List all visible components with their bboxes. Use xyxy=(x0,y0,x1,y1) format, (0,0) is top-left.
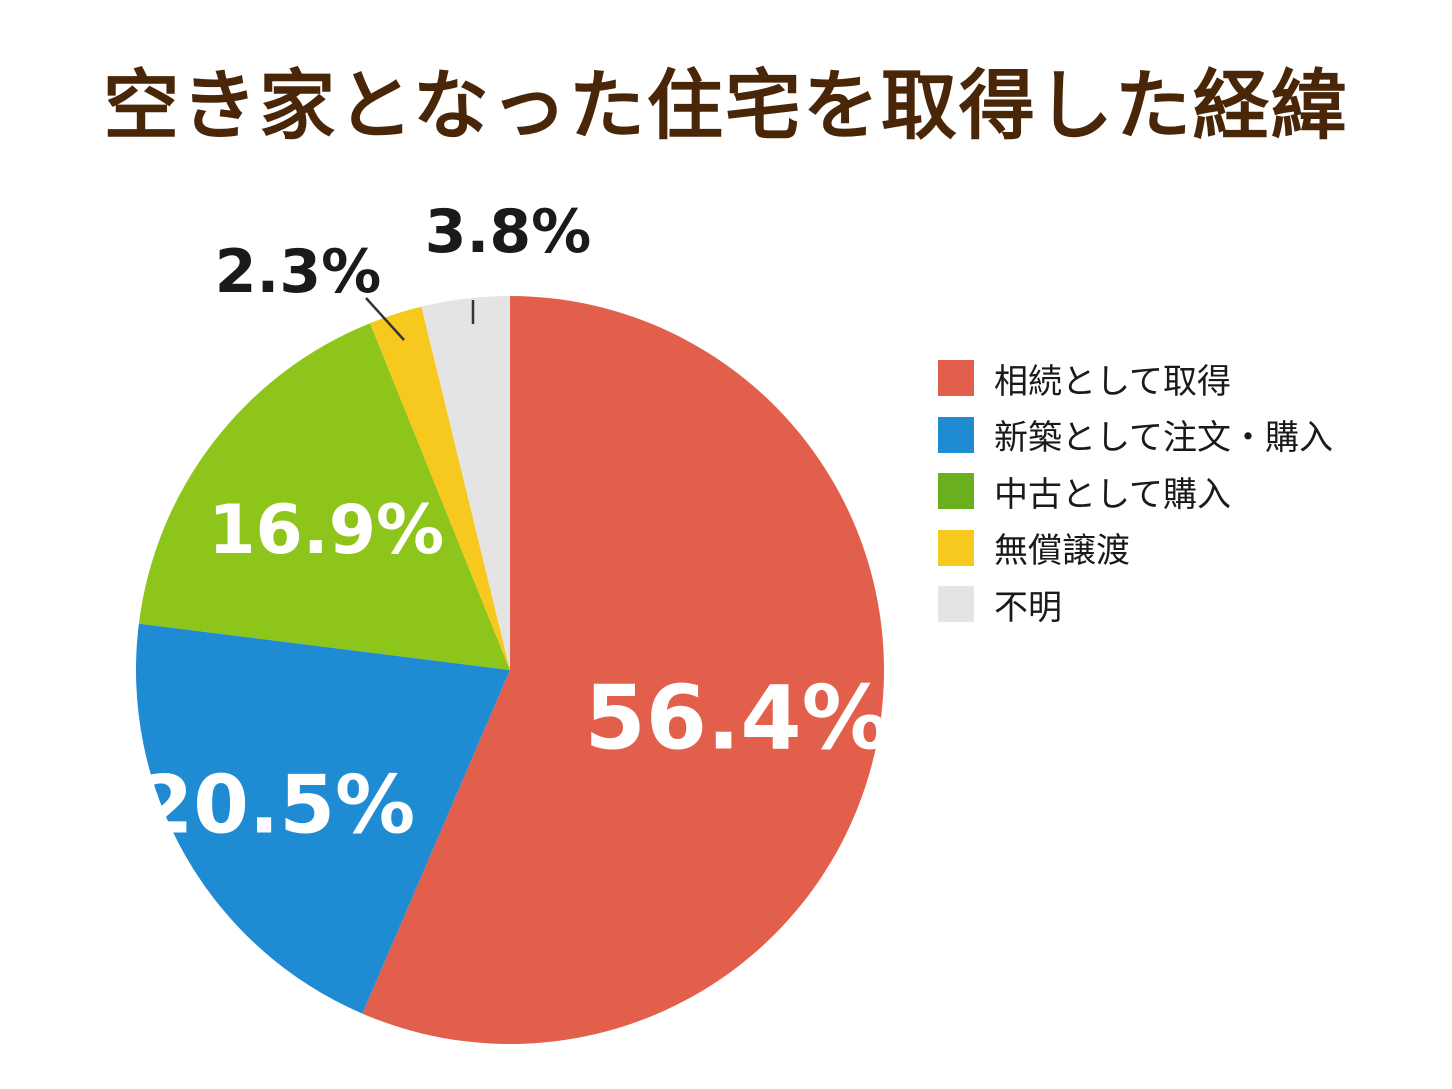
pie-slice-5 xyxy=(421,296,510,670)
legend-item-1: 相続として取得 xyxy=(938,350,1333,407)
data-label-2: 20.5% xyxy=(138,759,416,852)
legend-swatch xyxy=(938,360,974,397)
legend-swatch xyxy=(938,473,974,510)
legend-swatch xyxy=(938,529,974,566)
data-label-3: 16.9% xyxy=(208,491,444,570)
leader-lines xyxy=(365,297,475,341)
data-labels: 56.4% 20.5% 16.9% 2.3% 3.8% xyxy=(138,197,890,852)
pie-slice-2 xyxy=(136,623,510,1014)
legend-label: 相続として取得 xyxy=(994,361,1231,402)
pie-slice-4 xyxy=(370,306,510,670)
pie-slice-1 xyxy=(362,296,885,1045)
legend-swatch xyxy=(938,416,974,453)
legend-label: 不明 xyxy=(994,587,1062,628)
pie-slices xyxy=(136,296,885,1045)
legend-label: 中古として購入 xyxy=(994,474,1231,515)
legend-item-2: 新築として注文・購入 xyxy=(938,407,1333,464)
legend-item-4: 無償譲渡 xyxy=(938,520,1333,577)
legend-item-3: 中古として購入 xyxy=(938,463,1333,520)
pie-slice-3 xyxy=(138,323,510,670)
data-label-5: 3.8% xyxy=(425,197,591,267)
chart-title: 空き家となった住宅を取得した経緯 xyxy=(103,61,1349,150)
legend-label: 新築として注文・購入 xyxy=(994,418,1333,459)
legend: 相続として取得新築として注文・購入 中古として購入 無償譲渡不明 xyxy=(938,350,1333,633)
legend-swatch xyxy=(938,586,974,623)
legend-item-5: 不明 xyxy=(938,576,1333,633)
legend-label: 無償譲渡 xyxy=(994,531,1130,572)
data-label-1: 56.4% xyxy=(584,666,889,769)
data-label-4: 2.3% xyxy=(215,237,381,307)
leader-line-4 xyxy=(365,297,405,341)
